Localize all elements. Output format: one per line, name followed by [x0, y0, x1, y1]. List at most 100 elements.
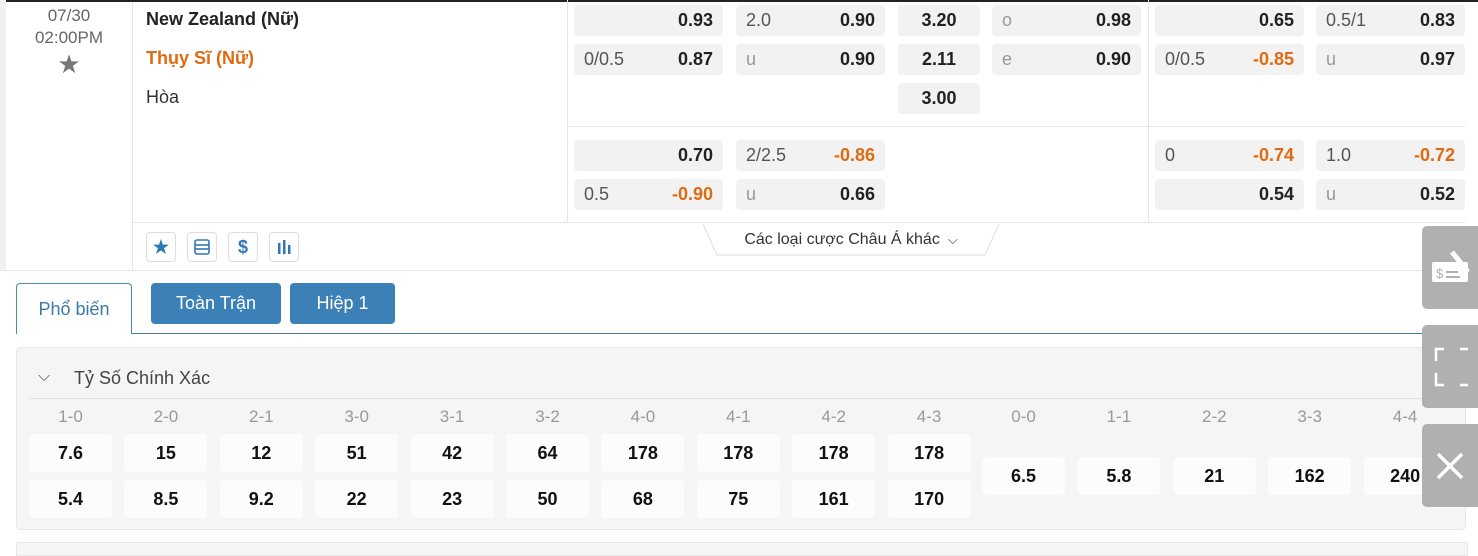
score-odds-cell[interactable]: 42 — [410, 434, 494, 472]
ft-over-under-odds[interactable]: 2.0 0.90 — [736, 5, 885, 36]
score-odds-cell[interactable]: 64 — [506, 434, 589, 472]
ft-1x2-odds[interactable]: 3.00 — [898, 83, 980, 114]
odds-value: 0.90 — [1095, 49, 1131, 69]
score-odds-cell[interactable]: 178 — [792, 434, 876, 472]
draw-score-odds-cell[interactable]: 21 — [1172, 457, 1256, 495]
odds-line: e — [1002, 49, 1013, 69]
odds-line: o — [1002, 10, 1013, 30]
score-odds-cell[interactable]: 5.4 — [29, 480, 112, 518]
draw-score-label: 3-3 — [1297, 407, 1322, 426]
odds-value: 0.98 — [1095, 10, 1131, 30]
match-time: 07/30 02:00PM ★ — [6, 2, 133, 270]
fullscreen-button[interactable] — [1422, 325, 1478, 408]
h1-alt-over-under-odds[interactable]: 1.0 -0.72 — [1316, 140, 1465, 171]
dollar-icon[interactable]: $ — [228, 232, 258, 262]
left-edge — [0, 0, 6, 270]
odds-value: 0.52 — [1419, 184, 1455, 204]
score-label: 3-0 — [344, 407, 369, 426]
draw-score-label: 2-2 — [1202, 407, 1227, 426]
score-odds-cell[interactable]: 22 — [315, 480, 399, 518]
score-odds-cell[interactable]: 51 — [315, 434, 399, 472]
odds-value: 2.11 — [921, 49, 957, 69]
odds-value: 0.54 — [1258, 184, 1294, 204]
odds-line: 2.0 — [746, 10, 772, 30]
h1-handicap-odds[interactable]: 0.65 — [1155, 5, 1304, 36]
more-asian-bets-button[interactable]: Các loại cược Châu Á khác ⌵ — [703, 224, 999, 256]
ft-odd-even-odds[interactable]: e 0.90 — [992, 44, 1141, 75]
draw-score-odds-cell[interactable]: 6.5 — [982, 457, 1065, 495]
score-odds-cell[interactable]: 23 — [410, 480, 494, 518]
score-odds-cell[interactable]: 178 — [696, 434, 780, 472]
top-border — [0, 0, 1478, 2]
ft-1x2-odds[interactable]: 2.11 — [898, 44, 980, 75]
star-icon[interactable]: ★ — [146, 232, 176, 262]
score-label: 4-1 — [726, 407, 751, 426]
divider — [1148, 0, 1149, 222]
score-odds-cell[interactable]: 178 — [887, 434, 971, 472]
stats-icon[interactable] — [269, 232, 299, 262]
odds-value: 0.70 — [677, 145, 713, 165]
odds-line: u — [1326, 184, 1337, 204]
draw-score-label: 1-1 — [1106, 407, 1132, 426]
score-odds-cell[interactable]: 75 — [696, 480, 780, 518]
h1-over-under-odds[interactable]: u 0.97 — [1316, 44, 1465, 75]
divider — [0, 270, 1478, 271]
tab-full-match[interactable]: Toàn Trận — [151, 283, 281, 324]
score-odds-cell[interactable]: 50 — [506, 480, 589, 518]
odds-line: 0.5/1 — [1326, 10, 1367, 30]
h1-handicap-odds[interactable]: 0/0.5 -0.85 — [1155, 44, 1304, 75]
h1-alt-handicap-odds[interactable]: 0.54 — [1155, 179, 1304, 210]
ft-odd-even-odds[interactable]: o 0.98 — [992, 5, 1141, 36]
score-odds-cell[interactable]: 178 — [601, 434, 685, 472]
score-label: 4-0 — [630, 407, 656, 426]
score-odds-cell[interactable]: 15 — [124, 434, 208, 472]
correct-score-title[interactable]: Tỷ Số Chính Xác — [74, 368, 211, 388]
score-odds-cell[interactable]: 7.6 — [29, 434, 112, 472]
away-team: Thụy Sĩ (Nữ) — [146, 48, 255, 68]
ft-alt-over-under-odds[interactable]: 2/2.5 -0.86 — [736, 140, 885, 171]
score-odds-cell[interactable]: 68 — [601, 480, 685, 518]
ft-1x2-odds[interactable]: 3.20 — [898, 5, 980, 36]
ft-alt-handicap-odds[interactable]: 0.70 — [574, 140, 723, 171]
draw-score-label: 4-4 — [1392, 407, 1418, 426]
close-button[interactable] — [1422, 424, 1478, 507]
score-label: 2-1 — [249, 407, 274, 426]
odds-value: -0.90 — [671, 184, 713, 204]
odds-line: 0.5 — [584, 184, 610, 204]
ft-handicap-odds[interactable]: 0/0.5 0.87 — [574, 44, 723, 75]
bet-slip-button[interactable]: $ — [1422, 226, 1478, 309]
collapse-chevron-icon[interactable]: ⌵ — [38, 368, 51, 385]
ft-handicap-odds[interactable]: 0.93 — [574, 5, 723, 36]
ft-alt-handicap-odds[interactable]: 0.5 -0.90 — [574, 179, 723, 210]
odds-value: 0.65 — [1258, 10, 1294, 30]
score-label: 4-2 — [821, 407, 846, 426]
draw-score-odds-cell[interactable]: 162 — [1268, 457, 1352, 495]
next-panel — [16, 542, 1468, 556]
bet-slip-icon: $ — [1432, 249, 1470, 282]
ft-over-under-odds[interactable]: u 0.90 — [736, 44, 885, 75]
tab-first-half[interactable]: Hiệp 1 — [290, 283, 395, 324]
favorite-star-icon[interactable]: ★ — [57, 49, 81, 79]
odds-line: 0 — [1165, 145, 1176, 165]
odds-value: -0.74 — [1252, 145, 1294, 165]
score-odds-cell[interactable]: 161 — [792, 480, 876, 518]
h1-alt-handicap-odds[interactable]: 0 -0.74 — [1155, 140, 1304, 171]
chevron-down-icon: ⌵ — [947, 232, 958, 247]
odds-value: 0.90 — [839, 49, 875, 69]
draw-score-odds-cell[interactable]: 5.8 — [1077, 457, 1161, 495]
ft-alt-over-under-odds[interactable]: u 0.66 — [736, 179, 885, 210]
odds-line: 0/0.5 — [1165, 49, 1206, 69]
more-label: Các loại cược Châu Á khác — [744, 231, 940, 248]
odds-value: 0.87 — [677, 49, 713, 69]
score-odds-cell[interactable]: 9.2 — [219, 480, 303, 518]
score-label: 2-0 — [153, 407, 179, 426]
score-odds-cell[interactable]: 12 — [219, 434, 303, 472]
score-odds-cell[interactable]: 170 — [887, 480, 971, 518]
tab-popular[interactable]: Phổ biến — [16, 283, 132, 334]
divider — [132, 222, 1465, 223]
score-odds-cell[interactable]: 8.5 — [124, 480, 208, 518]
ticket-icon[interactable] — [187, 232, 217, 262]
h1-alt-over-under-odds[interactable]: u 0.52 — [1316, 179, 1465, 210]
odds-value: 0.66 — [839, 184, 875, 204]
h1-over-under-odds[interactable]: 0.5/1 0.83 — [1316, 5, 1465, 36]
